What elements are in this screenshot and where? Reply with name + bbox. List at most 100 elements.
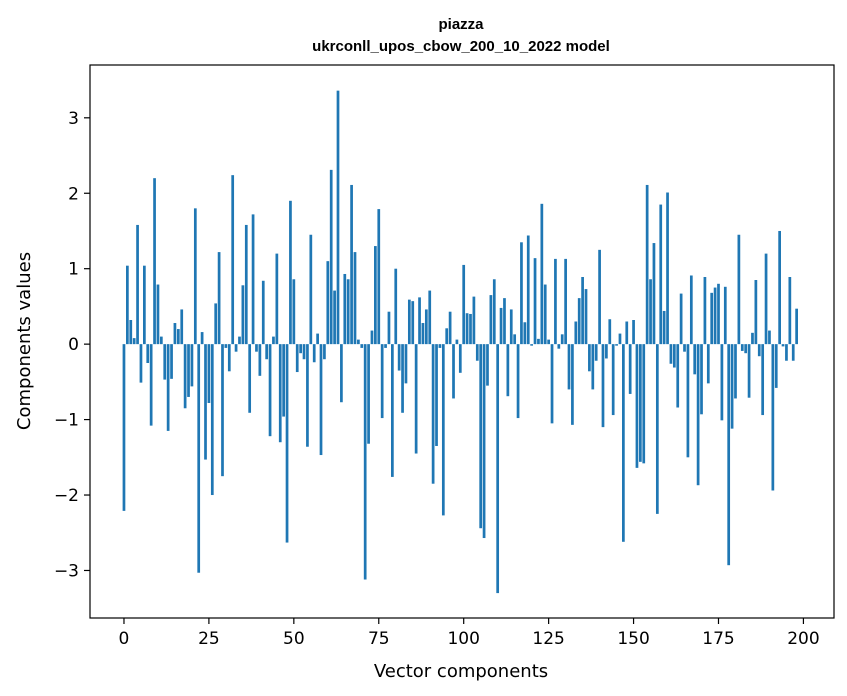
bar-176 [720,344,724,421]
bar-40 [258,344,262,376]
chart-subtitle: ukrconll_upos_cbow_200_10_2022 model [312,38,610,55]
bar-135 [581,277,584,345]
bar-143 [608,319,612,345]
bar-117 [520,242,523,345]
bar-153 [642,344,646,464]
bar-53 [302,344,306,360]
bar-107 [486,344,489,386]
bar-189 [764,253,768,345]
bar-82 [401,344,404,413]
bar-83 [404,344,408,384]
bar-168 [693,344,697,375]
x-tick-label-100: 100 [447,629,479,649]
bar-179 [730,344,734,429]
bar-99 [458,344,462,373]
bar-22 [197,344,201,573]
bar-105 [479,344,483,529]
bar-106 [482,344,486,539]
bar-56 [312,344,316,363]
x-axis-ticks: 0 25 50 75 100 125 150 175 200 [119,618,820,649]
bar-86 [414,344,418,454]
bar-162 [672,344,676,368]
bar-74 [374,246,377,345]
bar-52 [299,344,302,354]
y-tick-label-2: 2 [68,184,79,204]
bar-58 [319,344,323,456]
bar-142 [605,344,608,359]
bar-121 [533,258,537,345]
bar-81 [397,344,401,371]
bar-151 [635,344,639,468]
bar-series [122,90,798,594]
bar-85 [411,301,415,345]
bar-26 [210,344,214,496]
y-tick-label-3: 3 [68,109,79,129]
bar-131 [567,344,571,390]
bar-72 [367,344,370,444]
bar-140 [598,249,601,345]
bar-125 [547,339,550,345]
bar-18 [183,344,187,409]
bar-145 [615,344,618,346]
bar-92 [435,344,438,446]
bar-186 [754,280,758,345]
bar-103 [472,296,476,345]
bar-45 [275,253,279,345]
y-axis-ticks: −3 −2 −1 0 1 2 3 [54,109,90,581]
bar-141 [601,344,605,428]
bar-78 [387,311,391,345]
bar-30 [224,344,228,348]
bar-169 [696,344,700,486]
bar-180 [734,344,737,399]
bar-166 [686,344,690,458]
bar-84 [407,299,411,345]
bar-161 [669,344,673,364]
bar-181 [737,234,741,345]
bar-170 [700,344,703,415]
bar-108 [489,295,493,345]
bar-90 [428,290,432,345]
bar-104 [475,344,479,361]
bar-15 [173,323,177,345]
bar-155 [649,279,652,345]
bar-68 [353,252,357,345]
bar-123 [540,203,544,345]
plot-frame [89,64,835,619]
bar-188 [761,344,765,416]
bar-124 [543,284,547,345]
bar-66 [346,279,350,345]
bar-178 [727,344,731,566]
y-tick-label--3: −3 [54,561,79,581]
y-tick-label--2: −2 [54,486,79,506]
bar-1 [126,265,129,345]
bar-5 [139,344,143,383]
bar-192 [774,344,778,388]
bar-95 [445,328,449,345]
bar-16 [176,329,180,345]
bar-156 [652,243,656,345]
bar-96 [448,311,452,345]
bar-21 [193,208,197,345]
bar-62 [333,290,336,345]
bar-182 [740,344,744,351]
bar-159 [662,310,666,345]
bar-172 [706,344,710,384]
bar-167 [689,275,693,345]
bar-10 [156,284,160,345]
bar-193 [778,230,781,345]
bar-46 [278,344,282,443]
bar-113 [506,344,510,397]
bar-32 [231,175,235,345]
bar-70 [360,344,364,348]
bar-133 [574,321,578,345]
bar-109 [492,279,496,345]
bar-23 [200,332,204,345]
bar-187 [757,344,761,357]
bar-100 [462,264,466,345]
bar-197 [791,344,795,361]
bar-174 [713,287,717,345]
bar-154 [645,184,649,345]
bar-60 [326,261,330,345]
bar-149 [628,344,632,394]
